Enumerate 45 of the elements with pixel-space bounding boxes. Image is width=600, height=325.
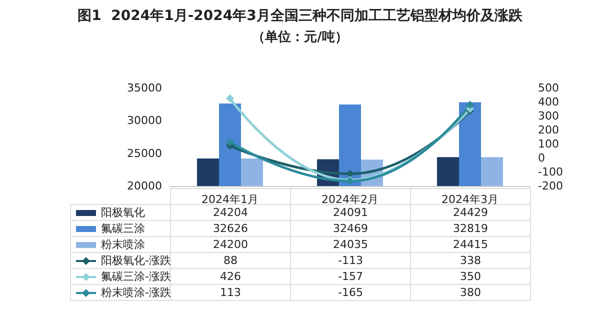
data-label: 24415 <box>410 236 530 252</box>
y2-tick-label: 400 <box>538 96 559 108</box>
legend-label: 氟碳三涂 <box>101 221 145 236</box>
data-label: 24035 <box>290 236 410 252</box>
data-label: 24200 <box>170 236 290 252</box>
legend-label: 氟碳三涂-涨跌 <box>101 269 171 284</box>
point <box>346 170 354 178</box>
y-tick-label: 35000 <box>127 82 162 94</box>
data-label: 32469 <box>290 220 410 236</box>
y-tick-label: 25000 <box>127 146 162 160</box>
y2-tick-label: -200 <box>538 180 563 192</box>
legend-label: 阳极氧化 <box>101 205 145 220</box>
y-tick-label: 20000 <box>127 180 162 192</box>
data-label: 32819 <box>410 220 530 236</box>
data-label: 24091 <box>290 204 410 220</box>
legend-label: 粉末喷涂 <box>101 237 145 252</box>
legend-label: 粉末喷涂-涨跌 <box>101 285 171 300</box>
data-label: 338 <box>410 252 530 268</box>
x-tick-label: 2024年3月 <box>442 193 498 206</box>
y2-tick-label: 0 <box>538 152 545 164</box>
y2-tick-label: 100 <box>538 138 559 150</box>
y-tick-label: 30000 <box>127 114 162 128</box>
x-tick-label: 2024年2月 <box>322 193 378 206</box>
data-label: 24429 <box>410 204 530 220</box>
data-label: 24204 <box>170 204 290 220</box>
y2-tick-label: 200 <box>538 124 559 136</box>
data-label: -113 <box>290 252 410 268</box>
data-label: -157 <box>290 268 410 284</box>
data-label: 32626 <box>170 220 290 236</box>
data-label: 350 <box>410 268 530 284</box>
data-label: 426 <box>170 268 290 284</box>
chart-title: 图1 2024年1月-2024年3月全国三种不同加工工艺铝型材均价及涨跌 <box>78 8 524 24</box>
point <box>226 94 234 102</box>
y2-tick-label: -100 <box>538 166 563 178</box>
y2-tick-label: 500 <box>538 82 559 94</box>
chart-subtitle: （单位：元/吨） <box>252 29 348 45</box>
data-label: 113 <box>170 284 290 300</box>
point <box>226 138 234 146</box>
data-label: -165 <box>290 284 410 300</box>
legend-label: 阳极氧化-涨跌 <box>101 253 171 268</box>
x-tick-label: 2024年1月 <box>202 193 258 206</box>
point <box>466 100 474 109</box>
y2-tick-label: 300 <box>538 110 559 122</box>
data-label: 380 <box>410 284 530 300</box>
data-label: 88 <box>170 252 290 268</box>
